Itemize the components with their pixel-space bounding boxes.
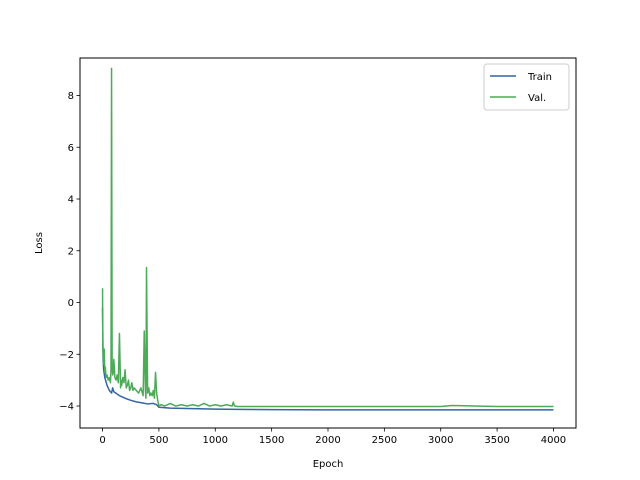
y-tick-label: 6 [68, 143, 74, 154]
legend: Train Val. [483, 63, 570, 111]
x-axis-label: Epoch [313, 459, 344, 470]
y-tick-label: 0 [68, 298, 74, 309]
x-tick-label: 3500 [484, 435, 509, 446]
series-line-val [101, 67, 554, 408]
legend-label-train: Train [527, 72, 552, 83]
series-line-train [101, 307, 554, 411]
y-tick-label: 2 [68, 246, 74, 257]
x-tick-label: 1500 [259, 435, 284, 446]
y-axis-ticks: −4 −2 0 2 4 6 8 [59, 91, 80, 413]
y-tick-label: 8 [68, 91, 74, 102]
x-tick-label: 0 [99, 435, 105, 446]
legend-label-val: Val. [528, 93, 546, 104]
x-tick-label: 1000 [203, 435, 228, 446]
x-tick-label: 2000 [315, 435, 340, 446]
x-tick-label: 2500 [372, 435, 397, 446]
x-tick-label: 500 [149, 435, 168, 446]
legend-box [483, 63, 570, 111]
y-tick-label: −2 [59, 350, 74, 361]
y-axis-label: Loss [34, 232, 45, 254]
series-layer [101, 67, 554, 411]
x-tick-label: 4000 [541, 435, 566, 446]
y-tick-label: −4 [59, 402, 74, 413]
x-axis-ticks: 0 500 1000 1500 2000 2500 3000 3500 4000 [99, 428, 566, 446]
y-tick-label: 4 [68, 195, 74, 206]
x-tick-label: 3000 [428, 435, 453, 446]
